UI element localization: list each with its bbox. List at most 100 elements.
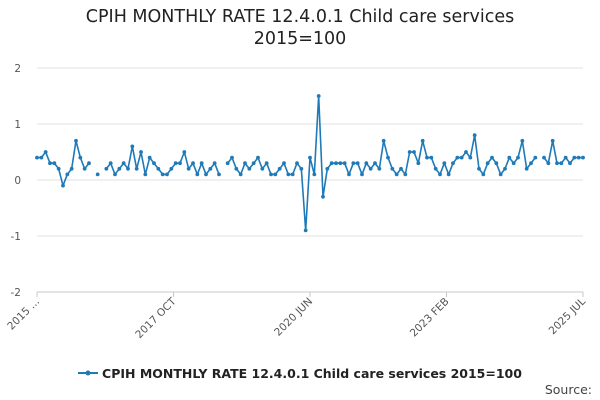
data-point (69, 166, 74, 171)
data-point (104, 166, 109, 171)
data-point (56, 166, 61, 171)
data-point (416, 161, 421, 166)
data-point (503, 166, 507, 171)
data-point (529, 161, 533, 166)
data-point (407, 150, 412, 154)
data-point (52, 161, 57, 166)
data-point (74, 138, 78, 143)
data-point (494, 161, 499, 166)
data-point (364, 161, 369, 166)
data-point (321, 194, 325, 199)
data-point (108, 161, 113, 166)
data-point (139, 150, 143, 154)
data-point (290, 172, 295, 177)
data-point (355, 161, 360, 166)
data-point (195, 172, 200, 177)
data-point (524, 166, 529, 171)
data-point (312, 172, 317, 177)
data-point (169, 166, 174, 171)
data-point (377, 166, 382, 171)
chart-legend[interactable]: CPIH MONTHLY RATE 12.4.0.1 Child care se… (0, 366, 600, 381)
data-point (95, 172, 100, 177)
data-point (533, 155, 538, 160)
data-point (412, 150, 416, 154)
x-tick-label: 2023 FEB (408, 296, 452, 340)
data-point (351, 161, 356, 166)
data-point (48, 161, 52, 166)
data-point (130, 144, 135, 149)
series-line (37, 140, 90, 187)
data-point (82, 166, 87, 171)
data-point (65, 172, 70, 177)
chart-title-line2: 2015=100 (253, 29, 347, 49)
legend-label: CPIH MONTHLY RATE 12.4.0.1 Child care se… (102, 366, 522, 381)
y-tick-label: 2 (14, 63, 21, 75)
data-point (490, 155, 494, 160)
data-point (546, 161, 551, 166)
data-point (217, 172, 221, 177)
chart-title: CPIH MONTHLY RATE 12.4.0.1 Child care se… (0, 6, 600, 50)
data-point (308, 155, 312, 160)
data-point (520, 138, 525, 143)
x-tick-label: 2025 JUL (547, 296, 589, 338)
data-point (121, 161, 126, 166)
data-point (360, 172, 364, 177)
data-point (442, 161, 447, 166)
data-point (282, 161, 286, 166)
x-tick-label: 2020 JUN (272, 296, 315, 339)
data-point (260, 166, 265, 171)
data-point (316, 94, 321, 98)
y-tick-label: 0 (14, 175, 21, 187)
data-point (212, 161, 217, 166)
data-point (329, 161, 334, 166)
data-point (485, 161, 490, 166)
data-point (464, 150, 468, 154)
data-point (264, 161, 269, 166)
data-point (234, 166, 239, 171)
data-point (286, 172, 291, 177)
data-point (126, 166, 130, 171)
data-point (572, 155, 577, 160)
data-point (394, 172, 399, 177)
data-point (399, 166, 403, 171)
data-point (269, 172, 273, 177)
data-point (160, 172, 165, 177)
data-point (35, 155, 39, 160)
data-point (238, 172, 243, 177)
data-point (39, 155, 44, 160)
data-point (438, 172, 442, 177)
data-point (225, 161, 230, 166)
data-point (347, 172, 351, 177)
data-point (134, 166, 139, 171)
data-point (581, 155, 585, 160)
data-point (113, 172, 117, 177)
data-point (559, 161, 564, 166)
data-point (303, 228, 308, 233)
data-point (459, 155, 464, 160)
data-point (208, 166, 213, 171)
data-point (433, 166, 438, 171)
data-point (43, 150, 48, 154)
data-point (368, 166, 373, 171)
series-line (105, 145, 220, 176)
data-point (568, 161, 572, 166)
data-point (555, 161, 559, 166)
data-point (251, 161, 256, 166)
legend-series-marker (78, 370, 99, 376)
y-tick-label: -2 (11, 287, 21, 299)
data-point (247, 166, 252, 171)
data-point (147, 155, 152, 160)
y-tick-label: -1 (11, 231, 21, 243)
data-point (381, 138, 386, 143)
data-point (152, 161, 156, 166)
data-point (542, 155, 546, 160)
data-point (511, 161, 516, 166)
data-point (165, 172, 169, 177)
data-point (390, 166, 395, 171)
data-point (386, 155, 390, 160)
data-point (498, 172, 503, 177)
chart-title-line1: CPIH MONTHLY RATE 12.4.0.1 Child care se… (85, 7, 515, 27)
data-point (182, 150, 187, 154)
data-point (342, 161, 347, 166)
data-point (468, 155, 473, 160)
